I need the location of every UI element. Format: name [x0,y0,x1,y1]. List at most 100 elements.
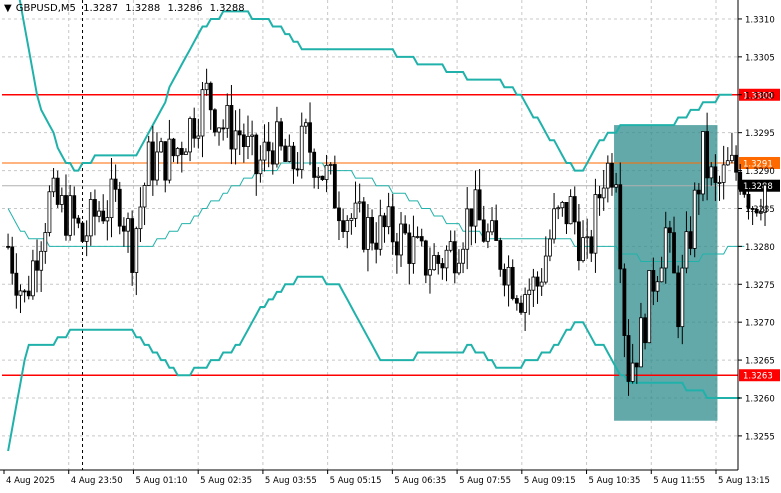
candle-body [490,220,494,233]
candle-body [535,276,540,287]
y-tick-label: 1.3300 [745,91,775,101]
candle-body [502,268,507,286]
y-tick-label: 1.3305 [745,53,775,63]
candle-body [134,228,139,273]
candle-body [663,227,668,269]
candle-body [14,272,19,296]
candle-body [548,238,552,257]
candle-body [130,218,135,273]
candle-body [721,164,726,183]
candle-body [138,206,143,230]
candle-body [279,121,283,147]
candle-body [188,118,192,153]
axes: 1.3310 1.3305 1.3300 1.3295 1.3290 1.3285 1.32… [0,0,775,486]
level-label-box [739,88,780,101]
candle-body [589,236,594,254]
candle-body [444,249,449,269]
candle-body [208,82,213,111]
candle-body [6,245,10,248]
candle-body [610,162,614,188]
candle-body [725,160,730,166]
candle-body [295,168,300,171]
candle-body [676,272,681,328]
candle-body [556,207,561,210]
candle-body [539,281,544,287]
candle-body [713,166,718,183]
candle-body [159,141,164,153]
x-tick-label: 5 Aug 03:55 [265,476,317,486]
candle-body [552,208,556,240]
candle-body [742,188,747,195]
candle-body [18,290,23,296]
candle-body [229,105,234,150]
candle-body [750,208,755,210]
candle-body [390,206,395,243]
close-price: 1.3288 [209,3,245,14]
candle-body [469,208,474,227]
open-price: 1.3287 [83,3,119,14]
y-tick-label: 1.3265 [745,357,775,367]
candle-body [303,122,308,127]
x-tick-label: 4 Aug 2025 [6,476,55,486]
candle-body [655,281,660,292]
candle-body [299,125,304,170]
candle-body [382,215,387,228]
candle-body [452,241,457,274]
candle-body [217,127,221,133]
candle-body [93,199,97,217]
x-tick-label: 5 Aug 07:55 [459,476,511,486]
candle-body [30,260,35,297]
candle-body [407,232,412,264]
candle-body [258,159,263,175]
collapse-arrow-icon[interactable]: ▼ [4,3,12,14]
low-price: 1.3286 [167,3,203,14]
candle-body [105,217,110,222]
candle-body [366,217,370,250]
candle-body [22,290,27,293]
candle-body [341,220,346,232]
candle-body [84,235,89,242]
candle-body [605,162,610,189]
candle-body [560,202,565,209]
candle-body [506,266,511,286]
candle-body [246,135,250,148]
candle-body [564,202,569,225]
x-tick-label: 5 Aug 05:15 [330,476,382,486]
candle-body [26,290,31,297]
candle-body [651,270,656,292]
candle-body [76,217,81,224]
candle-body [436,255,441,264]
candle-body [378,215,383,250]
y-tick-label: 1.3280 [745,243,775,253]
candle-body [312,151,317,178]
candle-body [597,194,602,199]
candle-body [237,130,242,136]
candle-body [121,225,126,232]
candle-body [601,187,606,199]
y-tick-label: 1.3270 [745,319,775,329]
current-price-box [739,179,780,192]
candle-body [10,246,15,274]
candle-body [374,242,379,250]
candle-body [758,211,763,214]
candle-body [51,177,56,193]
candle-body [514,298,519,304]
candle-body [287,145,292,162]
candle-body [370,217,374,244]
candle-body [155,151,159,181]
candle-body [593,194,598,254]
candle-body [717,182,722,184]
candle-body [43,232,48,252]
candle-body [316,175,321,178]
candle-body [109,178,114,219]
candle-body [179,148,184,155]
candle-body [622,268,627,336]
candle-body [730,154,734,162]
candle-body [88,199,93,237]
candle-body [324,164,329,180]
candle-body [519,302,523,313]
symbol-label: GBPUSD,M5 [15,3,76,14]
candle-body [117,188,122,227]
